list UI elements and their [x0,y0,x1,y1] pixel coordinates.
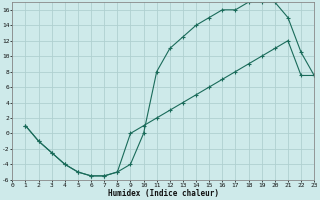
X-axis label: Humidex (Indice chaleur): Humidex (Indice chaleur) [108,189,219,198]
